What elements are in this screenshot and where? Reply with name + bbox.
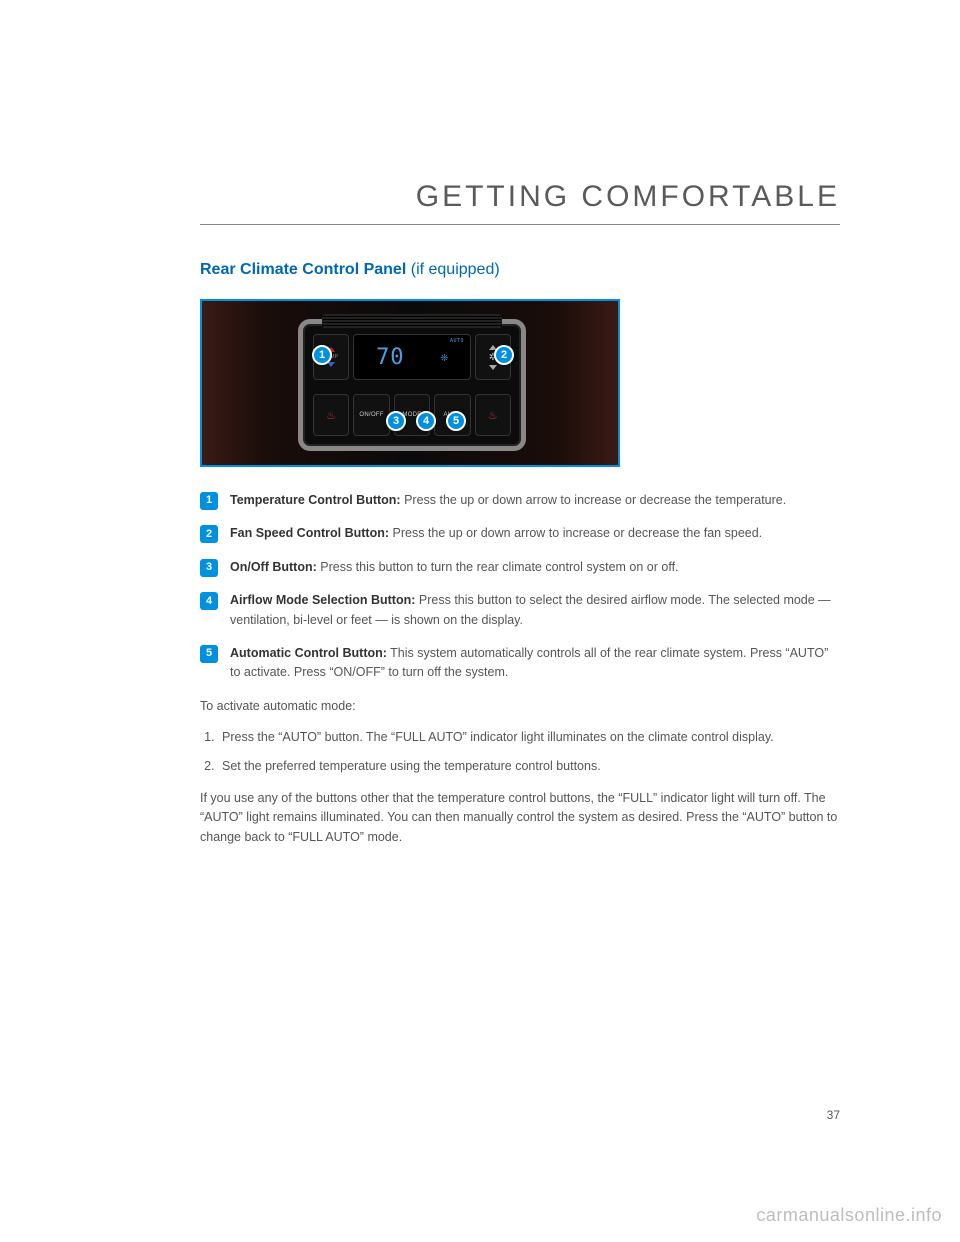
callout-5: 5 (446, 411, 466, 431)
header-rule (200, 224, 840, 225)
callout-2: 2 (494, 345, 514, 365)
seat-heat-icon: ♨ (326, 409, 336, 422)
chapter-title: GETTING COMFORTABLE (200, 180, 840, 214)
callout-3: 3 (386, 411, 406, 431)
button-row: ♨ ON/OFF MODE AUTO ♨ (313, 394, 511, 436)
legend-item: 3 On/Off Button: Press this button to tu… (200, 558, 840, 577)
legend-badge: 1 (200, 492, 218, 510)
legend-text: Automatic Control Button: This system au… (230, 644, 840, 683)
display-row: TEMP AUTO 70 ❊ ✲ (313, 334, 511, 380)
legend-item: 1 Temperature Control Button: Press the … (200, 491, 840, 510)
vent-grille (322, 314, 502, 328)
temp-readout: 70 (376, 345, 405, 370)
watermark: carmanualsonline.info (756, 1205, 942, 1226)
legend-badge: 4 (200, 592, 218, 610)
callout-legend: 1 Temperature Control Button: Press the … (200, 491, 840, 683)
section-title-main: Rear Climate Control Panel (200, 261, 406, 278)
heated-seat-left-button: ♨ (313, 394, 349, 436)
legend-text: Airflow Mode Selection Button: Press thi… (230, 591, 840, 630)
section-subtitle: (if equipped) (411, 261, 500, 278)
figure-wrap: TEMP AUTO 70 ❊ ✲ ♨ O (200, 299, 840, 467)
airflow-icon: ❊ (441, 350, 448, 364)
climate-panel-photo: TEMP AUTO 70 ❊ ✲ ♨ O (200, 299, 620, 467)
legend-title: On/Off Button: (230, 560, 317, 574)
legend-title: Temperature Control Button: (230, 493, 401, 507)
legend-desc: Press this button to turn the rear clima… (317, 560, 679, 574)
seat-heat-icon: ♨ (488, 409, 498, 422)
activate-steps: Press the “AUTO” button. The “FULL AUTO”… (200, 728, 840, 777)
page-number: 37 (827, 1108, 840, 1122)
legend-title: Automatic Control Button: (230, 646, 387, 660)
legend-badge: 2 (200, 525, 218, 543)
closing-paragraph: If you use any of the buttons other that… (200, 789, 840, 847)
legend-item: 2 Fan Speed Control Button: Press the up… (200, 524, 840, 543)
legend-text: On/Off Button: Press this button to turn… (230, 558, 840, 577)
legend-desc: Press the up or down arrow to increase o… (389, 526, 762, 540)
activate-intro: To activate automatic mode: (200, 697, 840, 716)
lcd-display: AUTO 70 ❊ (353, 334, 471, 380)
onoff-button: ON/OFF (353, 394, 389, 436)
legend-text: Temperature Control Button: Press the up… (230, 491, 840, 510)
auto-indicator: AUTO (450, 338, 464, 344)
legend-text: Fan Speed Control Button: Press the up o… (230, 524, 840, 543)
step-item: Set the preferred temperature using the … (218, 757, 840, 776)
legend-badge: 3 (200, 559, 218, 577)
legend-desc: Press the up or down arrow to increase o… (401, 493, 787, 507)
legend-title: Fan Speed Control Button: (230, 526, 389, 540)
panel-frame: TEMP AUTO 70 ❊ ✲ ♨ O (298, 319, 526, 451)
legend-item: 5 Automatic Control Button: This system … (200, 644, 840, 683)
triangle-down-icon (489, 365, 497, 370)
step-item: Press the “AUTO” button. The “FULL AUTO”… (218, 728, 840, 747)
heated-seat-right-button: ♨ (475, 394, 511, 436)
callout-4: 4 (416, 411, 436, 431)
legend-title: Airflow Mode Selection Button: (230, 593, 415, 607)
callout-1: 1 (312, 345, 332, 365)
legend-badge: 5 (200, 645, 218, 663)
section-title: Rear Climate Control Panel (if equipped) (200, 261, 840, 279)
legend-item: 4 Airflow Mode Selection Button: Press t… (200, 591, 840, 630)
